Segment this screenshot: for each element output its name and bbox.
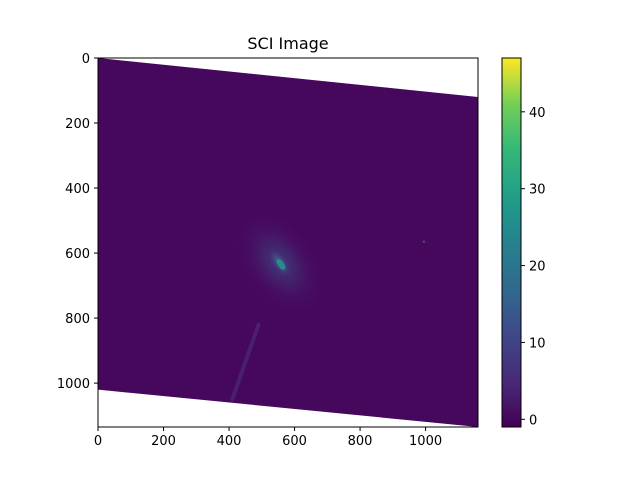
colorbar-gradient [502, 58, 521, 427]
colorbar-frame [501, 57, 522, 428]
colorbar-tick-label: 30 [529, 183, 546, 198]
plot-area: 0 200 400 600 800 1000 0 200 400 600 800 1000 [57, 52, 479, 449]
x-tick-label: 800 [348, 434, 373, 449]
x-tick-label: 0 [94, 434, 102, 449]
galaxy-source [233, 209, 327, 317]
colorbar-tick-label: 40 [529, 106, 546, 121]
colorbar: 0 10 20 30 40 [501, 57, 546, 428]
y-axis: 0 200 400 600 800 1000 [57, 52, 98, 392]
x-axis: 0 200 400 600 800 1000 [94, 427, 442, 449]
x-tick-label: 400 [217, 434, 242, 449]
y-tick-label: 800 [65, 312, 90, 327]
satellite-streak [230, 322, 261, 402]
colorbar-axis: 0 10 20 30 40 [521, 106, 546, 428]
chart-title: SCI Image [247, 34, 328, 53]
x-tick-label: 1000 [409, 434, 442, 449]
x-tick-label: 200 [151, 434, 176, 449]
point-source [421, 239, 426, 244]
axes-frame [97, 57, 479, 428]
image-layer [98, 58, 478, 427]
y-tick-label: 1000 [57, 377, 90, 392]
y-tick-label: 0 [82, 52, 90, 67]
colorbar-tick-label: 10 [529, 336, 546, 351]
y-tick-label: 200 [65, 117, 90, 132]
y-tick-label: 400 [65, 182, 90, 197]
colorbar-tick-label: 0 [529, 413, 537, 428]
galaxy-nucleus [276, 259, 286, 270]
y-tick-label: 600 [65, 247, 90, 262]
x-tick-label: 600 [282, 434, 307, 449]
colorbar-tick-label: 20 [529, 260, 546, 275]
